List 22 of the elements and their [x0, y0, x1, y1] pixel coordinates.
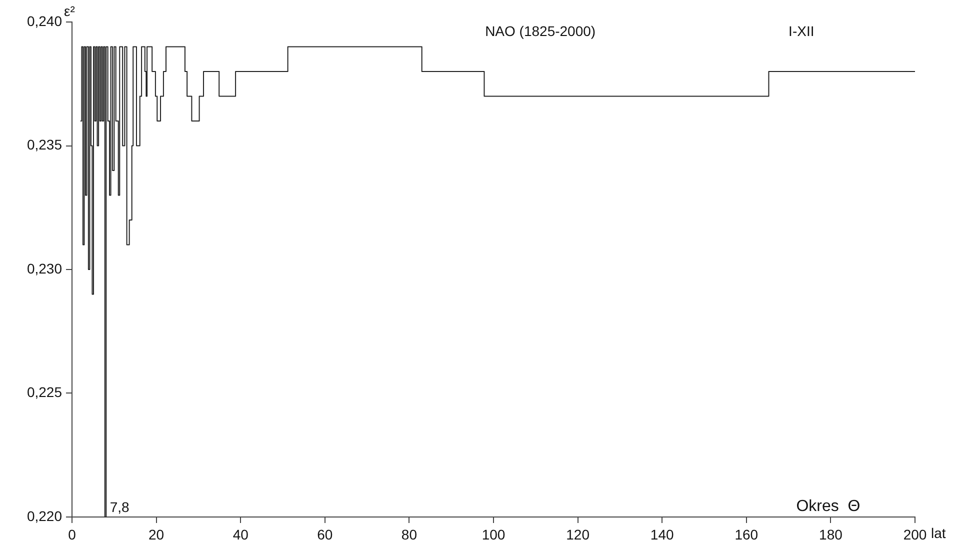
annotation: 7,8 [110, 498, 130, 515]
x-tick-label: 20 [148, 526, 164, 542]
chart-subtitle: I-XII [788, 23, 814, 39]
x-tick-label: 160 [734, 526, 758, 542]
text: lat [931, 524, 946, 541]
x-tick-label: 60 [317, 526, 333, 542]
x-tick-label: 180 [819, 526, 843, 542]
x-tick-label: 40 [232, 526, 249, 542]
y-tick-label: 0,220 [26, 508, 62, 524]
y-tick-label: 0,235 [26, 136, 62, 153]
y-tick-label: 0,240 [26, 12, 62, 29]
x-tick-label: 140 [650, 526, 674, 542]
x-axis-title: Okres Θ [796, 498, 860, 515]
x-tick-label: 0 [68, 526, 76, 542]
y-tick-label: 0,225 [26, 384, 62, 400]
y-axis-title: ε² [64, 3, 76, 19]
y-tick-label: 0,230 [26, 260, 62, 276]
x-tick-label: 200 [903, 526, 927, 542]
x-tick-label: 80 [401, 526, 418, 542]
x-tick-label: 120 [566, 526, 590, 542]
chart-title: NAO (1825-2000) [485, 23, 596, 39]
x-tick-label: 100 [482, 526, 506, 542]
